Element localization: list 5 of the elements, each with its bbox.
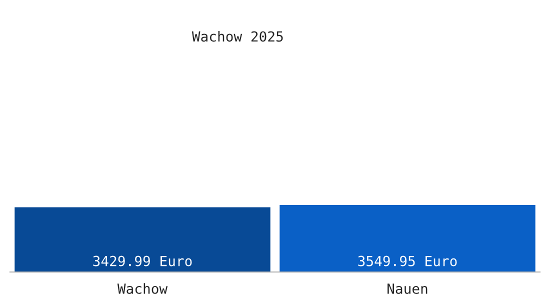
x-tick-label: Wachow — [117, 283, 168, 294]
x-tick-label: Nauen — [388, 284, 428, 294]
data-label: 3549.95 Euro — [358, 256, 457, 266]
chart-title: Wachow 2025 — [192, 30, 283, 42]
data-label: 3429.99 Euro — [93, 256, 192, 266]
